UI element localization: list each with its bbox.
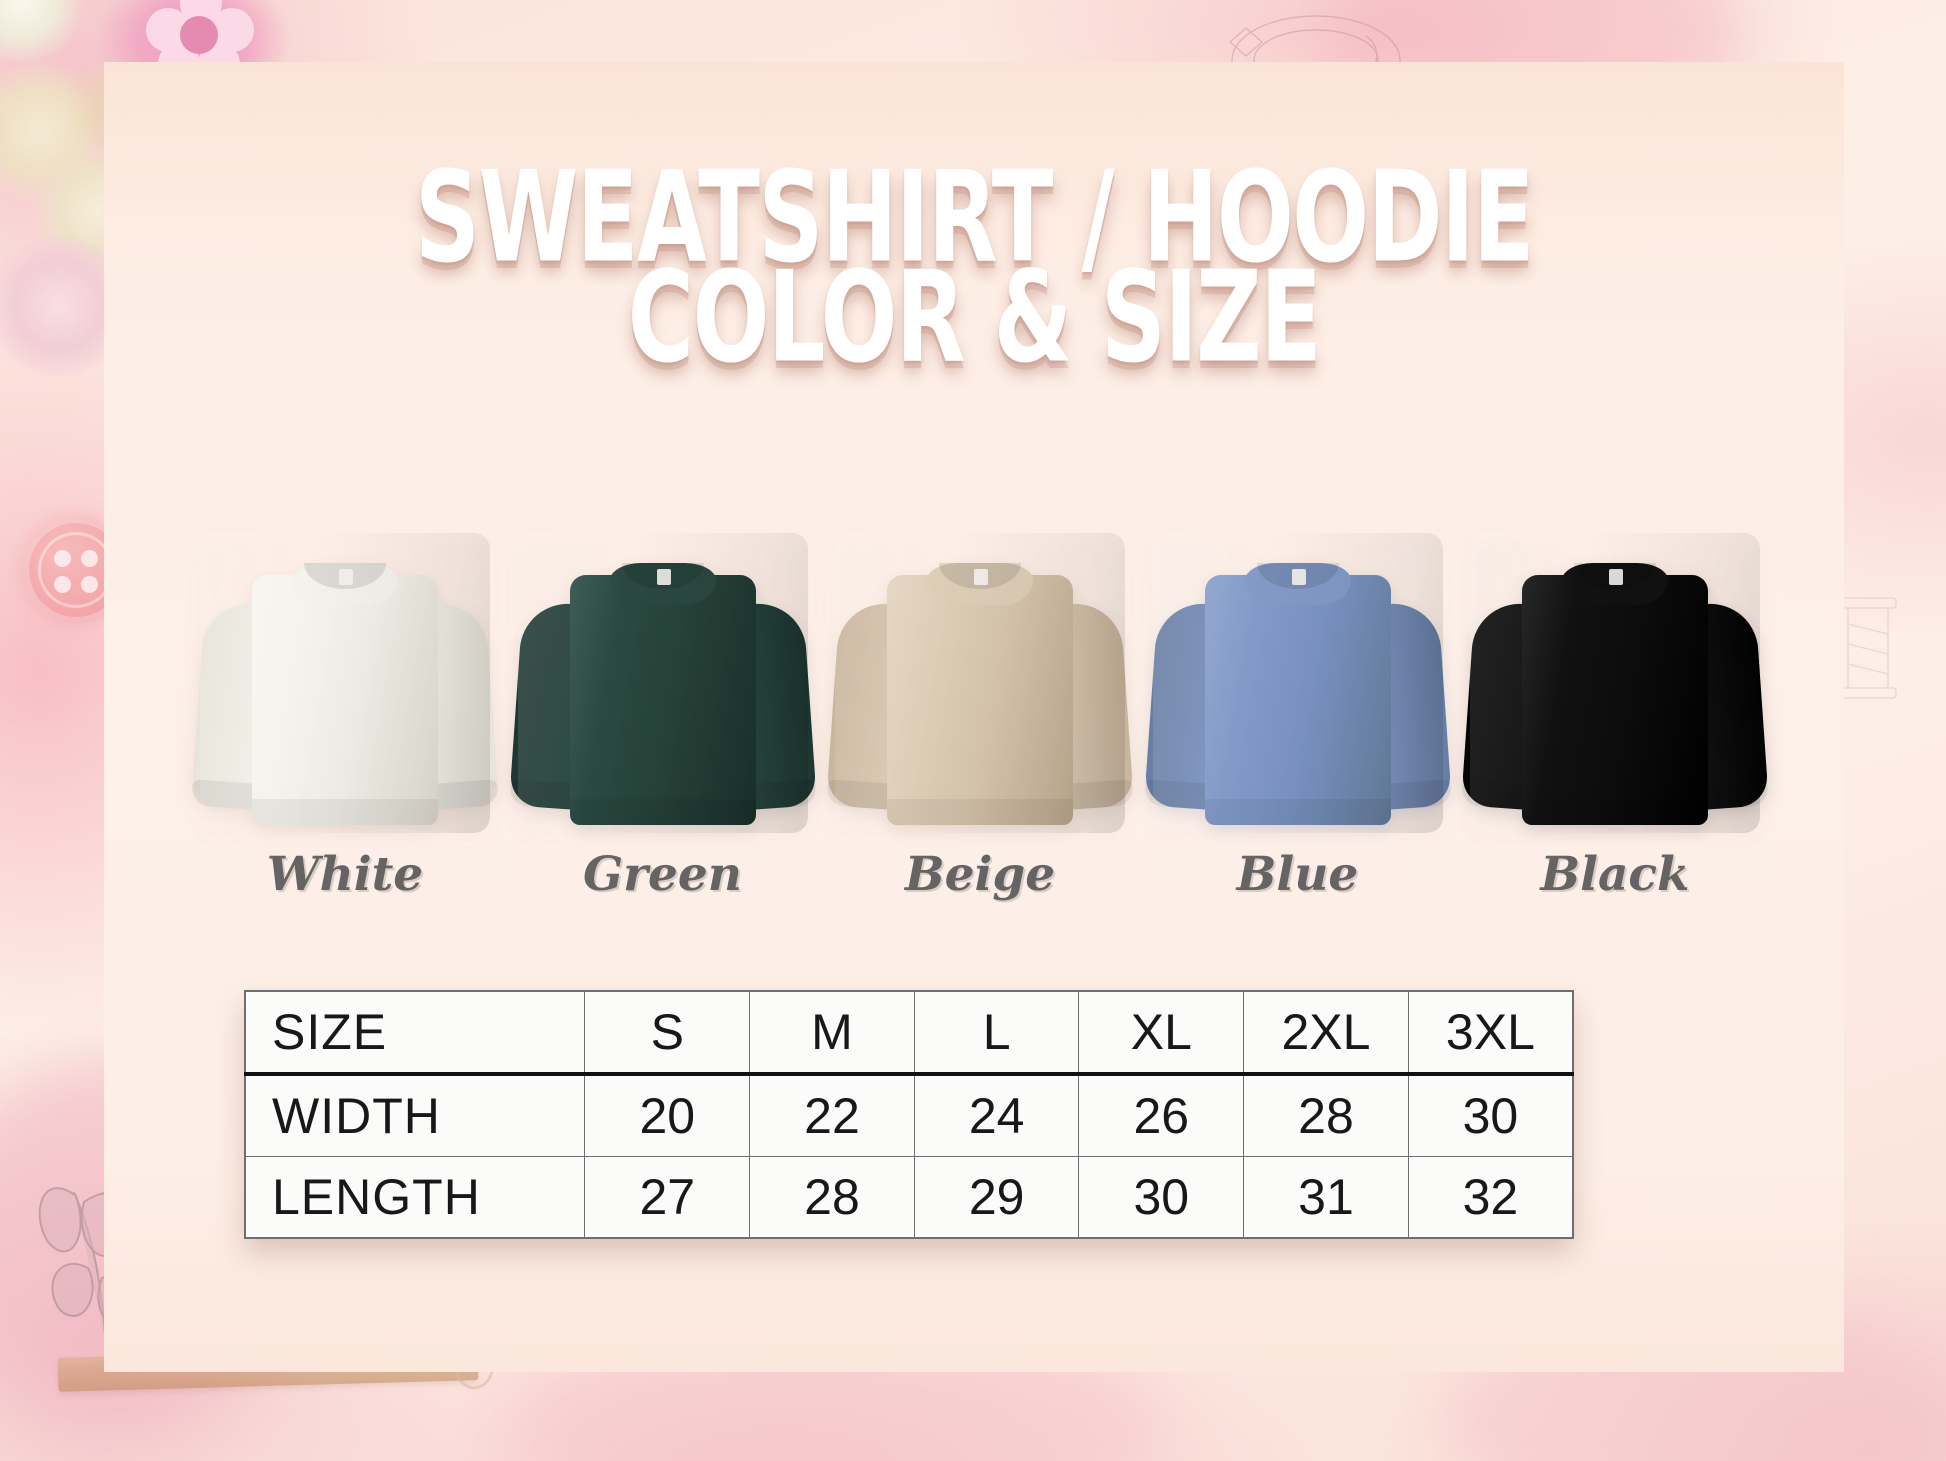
table-header-l: L [913,990,1080,1076]
cell-width-3xl: 30 [1407,1073,1574,1157]
row-label-length: LENGTH [244,1156,586,1239]
color-option-white[interactable]: White [190,533,500,902]
cell-width-m: 22 [749,1073,915,1157]
cell-length-xl: 30 [1078,1156,1245,1239]
cell-width-l: 24 [913,1073,1080,1157]
color-option-blue[interactable]: Blue [1143,533,1452,902]
table-header-m: M [749,990,915,1076]
color-label-blue: Blue [1236,847,1359,902]
cell-length-l: 29 [913,1156,1080,1239]
page-title: SWEATSHIRT / HOODIE COLOR & SIZE [104,155,1844,381]
color-label-beige: Beige [904,847,1056,902]
color-swatch-row: White Green [190,462,1770,902]
cell-width-s: 20 [584,1073,751,1157]
table-header-xl: XL [1078,990,1245,1076]
cell-width-2xl: 28 [1243,1073,1409,1157]
sweatshirt-beige-icon [825,533,1135,833]
color-option-beige[interactable]: Beige [825,533,1135,902]
table-header-size: SIZE [244,990,586,1076]
cell-length-s: 27 [584,1156,751,1239]
cell-length-3xl: 32 [1407,1156,1574,1239]
color-option-black[interactable]: Black [1460,533,1770,902]
title-line-2: COLOR & SIZE [627,244,1322,392]
color-label-black: Black [1540,847,1690,902]
color-option-green[interactable]: Green [508,533,817,902]
table-header-2xl: 2XL [1243,990,1409,1076]
cell-length-m: 28 [749,1156,915,1239]
size-chart-table-wrapper: SIZE S M L XL 2XL 3XL WIDTH 20 22 24 26 [244,990,1574,1239]
cell-width-xl: 26 [1078,1073,1245,1157]
cell-length-2xl: 31 [1243,1156,1409,1239]
sweatshirt-green-icon [508,533,817,833]
sweatshirt-black-icon [1460,533,1770,833]
inner-panel: SWEATSHIRT / HOODIE COLOR & SIZE White [104,62,1844,1372]
size-chart-table: SIZE S M L XL 2XL 3XL WIDTH 20 22 24 26 [244,990,1574,1239]
table-header-s: S [584,990,751,1076]
table-row: WIDTH 20 22 24 26 28 30 [244,1073,1574,1157]
daisy-white-icon [0,0,86,62]
table-header-3xl: 3XL [1407,990,1574,1076]
daisy-cream-icon [0,56,114,206]
color-label-white: White [266,847,424,902]
color-label-green: Green [583,847,742,902]
table-row: LENGTH 27 28 29 30 31 32 [244,1156,1574,1239]
row-label-width: WIDTH [244,1073,586,1157]
title-line-1: SWEATSHIRT / HOODIE [414,144,1535,292]
sweatshirt-white-icon [190,533,500,833]
table-header-row: SIZE S M L XL 2XL 3XL [244,990,1574,1076]
sweatshirt-blue-icon [1143,533,1452,833]
